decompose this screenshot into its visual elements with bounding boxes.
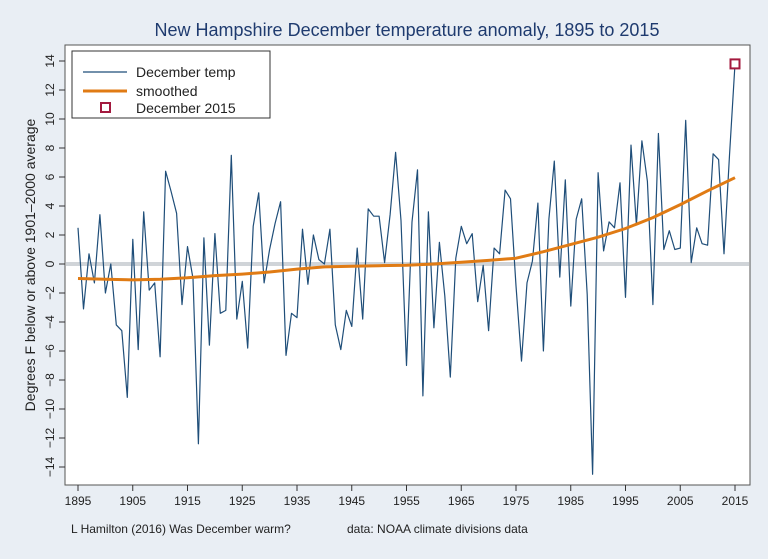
x-tick-label: 1965 <box>448 494 475 508</box>
y-tick-label: −4 <box>43 315 57 329</box>
chart-title: New Hampshire December temperature anoma… <box>155 20 660 40</box>
x-tick-label: 1945 <box>338 494 365 508</box>
legend: December temp smoothed December 2015 <box>71 50 271 119</box>
y-axis-label: Degrees F below or above 1901–2000 avera… <box>22 118 38 411</box>
footer-right: data: NOAA climate divisions data <box>347 522 528 536</box>
point-december-2015 <box>729 58 741 70</box>
legend-label-december-temp: December temp <box>136 64 236 80</box>
series-layer <box>66 58 749 475</box>
x-tick-label: 1935 <box>284 494 311 508</box>
x-tick-label: 1905 <box>119 494 146 508</box>
y-tick-label: −6 <box>43 344 57 358</box>
y-axis: −14 −12 −10 −8 −6 −4 −2 0 2 4 6 8 10 12 14 <box>43 54 65 477</box>
legend-swatch-december-2015 <box>100 102 111 113</box>
y-tick-label: −8 <box>43 373 57 387</box>
y-tick-label: −10 <box>43 398 57 419</box>
x-axis: 1895 1905 1915 1925 1935 1945 1955 1965 1975 1985… <box>65 485 749 508</box>
footer-left: L Hamilton (2016) Was December warm? <box>71 522 291 536</box>
series-line-smoothed <box>77 176 736 282</box>
x-tick-label: 1995 <box>612 494 639 508</box>
y-tick-label: 4 <box>43 202 57 209</box>
x-tick-label: 1955 <box>393 494 420 508</box>
y-tick-label: 10 <box>43 112 57 126</box>
series-line-december-temp <box>77 63 736 475</box>
y-tick-label: −12 <box>43 427 57 448</box>
x-tick-label: 2015 <box>722 494 749 508</box>
x-tick-label: 1975 <box>503 494 530 508</box>
x-tick-label: 1915 <box>174 494 201 508</box>
y-tick-label: −14 <box>43 456 57 477</box>
x-tick-label: 1895 <box>65 494 92 508</box>
legend-label-december-2015: December 2015 <box>136 100 236 116</box>
y-tick-label: 0 <box>43 260 57 267</box>
x-tick-label: 1985 <box>557 494 584 508</box>
y-tick-label: 6 <box>43 173 57 180</box>
legend-label-smoothed: smoothed <box>136 83 197 99</box>
y-tick-label: 8 <box>43 144 57 151</box>
y-tick-label: 12 <box>43 83 57 97</box>
y-tick-label: −2 <box>43 286 57 300</box>
y-tick-label: 2 <box>43 231 57 238</box>
x-tick-label: 2005 <box>667 494 694 508</box>
x-tick-label: 1925 <box>229 494 256 508</box>
y-tick-label: 14 <box>43 54 57 68</box>
